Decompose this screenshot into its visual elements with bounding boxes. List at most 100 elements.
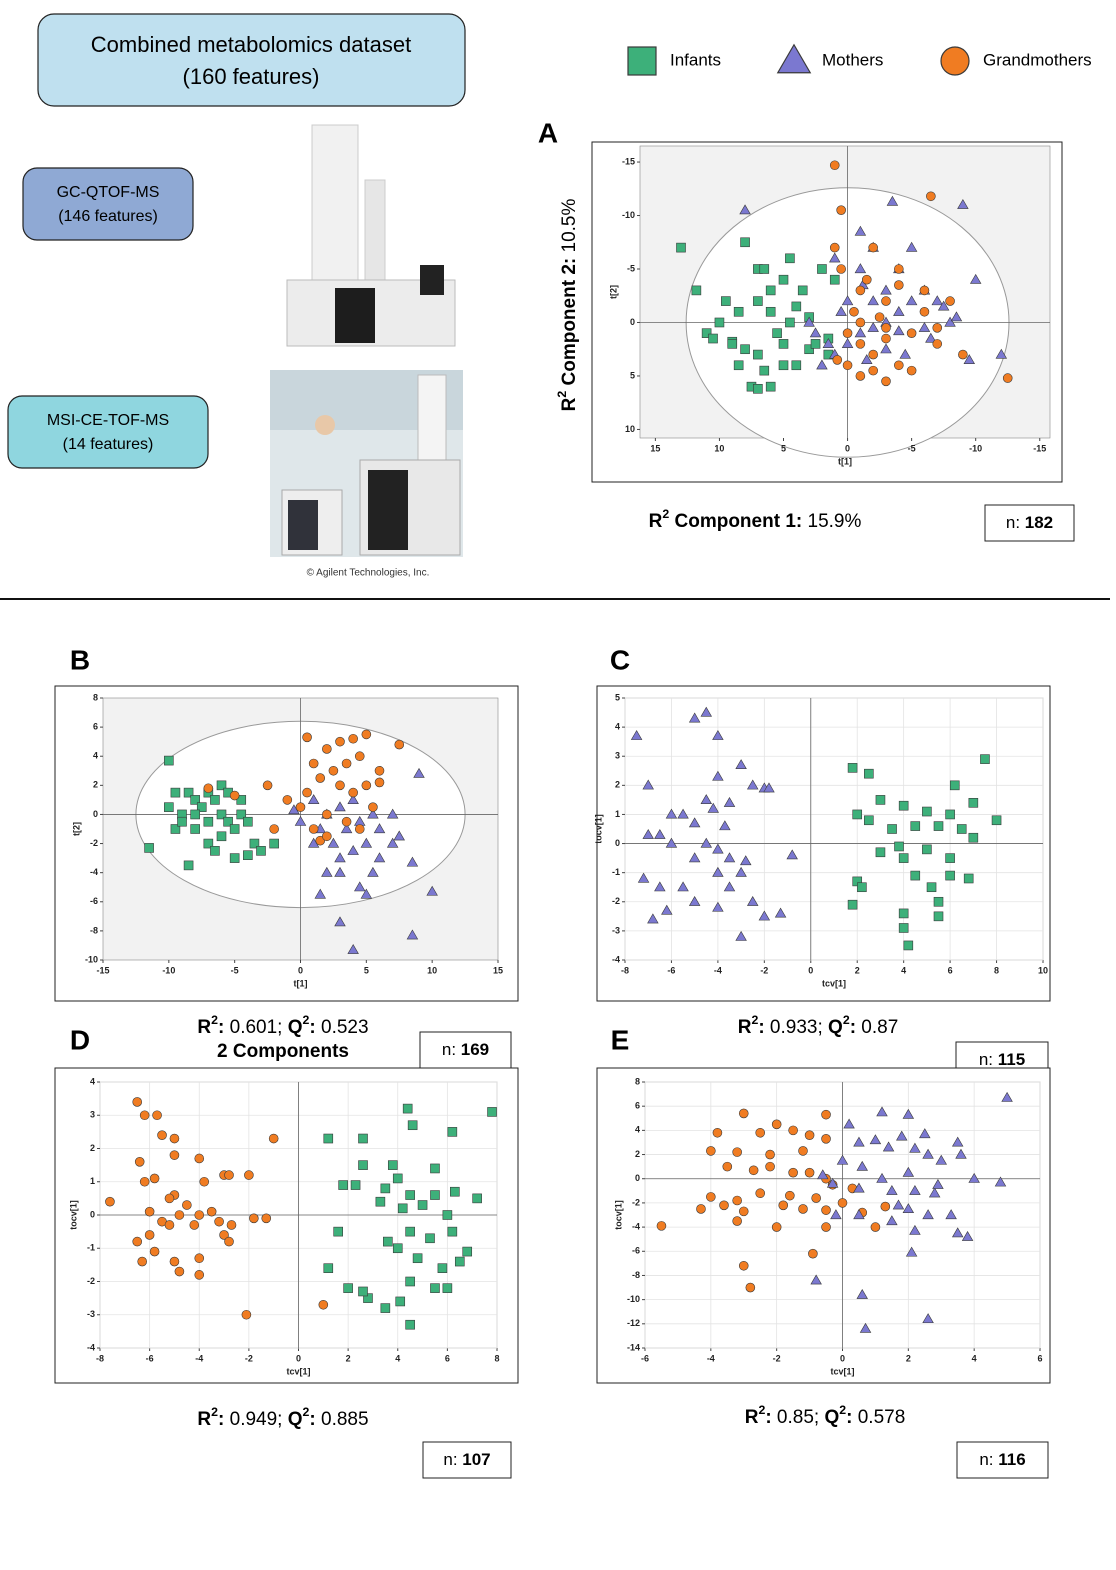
point bbox=[229, 790, 240, 801]
point bbox=[945, 296, 955, 306]
point bbox=[341, 816, 352, 827]
point bbox=[405, 1276, 415, 1287]
point bbox=[174, 1210, 185, 1220]
point bbox=[169, 1133, 180, 1144]
point bbox=[210, 795, 220, 805]
point bbox=[487, 1107, 497, 1117]
x-tick-label: -6 bbox=[146, 1353, 154, 1363]
point bbox=[778, 274, 789, 285]
x-axis-label: t[1] bbox=[838, 456, 852, 466]
n-label: n: 115 bbox=[979, 1050, 1025, 1069]
plot-area bbox=[624, 697, 1044, 961]
point bbox=[183, 787, 194, 798]
caption-part: 0.949; bbox=[224, 1409, 287, 1430]
y-tick-label: 0 bbox=[93, 809, 98, 819]
point bbox=[906, 328, 917, 338]
point bbox=[249, 838, 260, 849]
point bbox=[867, 295, 879, 306]
caption-part: R bbox=[559, 397, 580, 411]
point bbox=[700, 794, 713, 804]
point bbox=[740, 855, 752, 866]
point bbox=[358, 1133, 368, 1144]
x-tick-label: -2 bbox=[245, 1353, 253, 1363]
point bbox=[214, 1216, 224, 1227]
y-tick-label: -4 bbox=[90, 867, 98, 877]
point bbox=[723, 881, 736, 892]
caption-part: R bbox=[197, 1017, 211, 1038]
point bbox=[876, 1172, 888, 1183]
point bbox=[886, 1215, 898, 1226]
point bbox=[893, 325, 905, 336]
point bbox=[430, 1283, 440, 1293]
point bbox=[373, 823, 386, 834]
stats-caption: R2 Component 2: 10.5% bbox=[555, 199, 580, 412]
legend-marker bbox=[940, 46, 970, 76]
caption-part: 115 bbox=[998, 1050, 1025, 1069]
point bbox=[169, 1150, 180, 1160]
n-label: n: 182 bbox=[1006, 513, 1053, 532]
point bbox=[425, 1233, 435, 1244]
point bbox=[955, 1148, 967, 1159]
instrument-box bbox=[22, 167, 194, 241]
x-tick-label: 8 bbox=[994, 965, 999, 975]
x-axis-label: t[1] bbox=[294, 978, 308, 988]
point bbox=[368, 802, 378, 812]
x-tick-label: 6 bbox=[948, 965, 953, 975]
point bbox=[262, 780, 273, 791]
point bbox=[268, 1133, 279, 1144]
point bbox=[149, 1246, 160, 1257]
point bbox=[759, 365, 770, 376]
point bbox=[386, 808, 399, 819]
caption-part: Q bbox=[824, 1407, 839, 1428]
point bbox=[712, 843, 724, 854]
point bbox=[295, 802, 306, 812]
x-tick-label: 10 bbox=[427, 965, 437, 975]
dataset-title: Combined metabolomics dataset bbox=[91, 32, 411, 57]
point bbox=[226, 1220, 237, 1230]
point bbox=[922, 844, 932, 855]
y-tick-label: 3 bbox=[615, 751, 620, 761]
point bbox=[791, 301, 802, 312]
point bbox=[919, 306, 930, 317]
point bbox=[868, 242, 878, 253]
point bbox=[843, 1118, 855, 1129]
point bbox=[765, 1161, 775, 1172]
n-box bbox=[984, 504, 1075, 542]
x-tick-label: 0 bbox=[296, 1353, 301, 1363]
point bbox=[899, 348, 911, 359]
point bbox=[922, 1148, 934, 1159]
point bbox=[926, 191, 936, 202]
point bbox=[881, 333, 891, 344]
x-tick-label: -15 bbox=[1033, 443, 1046, 453]
caption-part: n: bbox=[979, 1050, 998, 1069]
point bbox=[318, 1299, 329, 1310]
point bbox=[894, 280, 904, 290]
point bbox=[139, 1176, 150, 1187]
point bbox=[308, 824, 319, 834]
point bbox=[944, 316, 956, 327]
point bbox=[852, 809, 863, 820]
x-tick-label: 6 bbox=[1037, 1353, 1042, 1363]
point bbox=[321, 866, 333, 877]
x-tick-label: -6 bbox=[641, 1353, 649, 1363]
caption-part: R bbox=[649, 511, 663, 532]
point bbox=[811, 1193, 821, 1203]
point bbox=[380, 1183, 391, 1194]
point bbox=[896, 1130, 908, 1141]
point bbox=[804, 1167, 815, 1178]
point bbox=[442, 1210, 453, 1220]
caption-part: n: bbox=[979, 1450, 998, 1469]
point bbox=[462, 1246, 473, 1257]
point bbox=[842, 360, 853, 371]
point bbox=[732, 1195, 742, 1206]
y-tick-label: 0 bbox=[90, 1209, 95, 1219]
stats-caption: R2: 0.85; Q2: 0.578 bbox=[745, 1403, 906, 1428]
point bbox=[216, 831, 227, 842]
point bbox=[152, 1110, 162, 1121]
point bbox=[243, 816, 253, 827]
point bbox=[774, 907, 787, 918]
point bbox=[348, 733, 358, 744]
y-tick-label: 2 bbox=[615, 780, 620, 790]
y-tick-label: 8 bbox=[635, 1076, 640, 1086]
point bbox=[199, 1176, 210, 1187]
